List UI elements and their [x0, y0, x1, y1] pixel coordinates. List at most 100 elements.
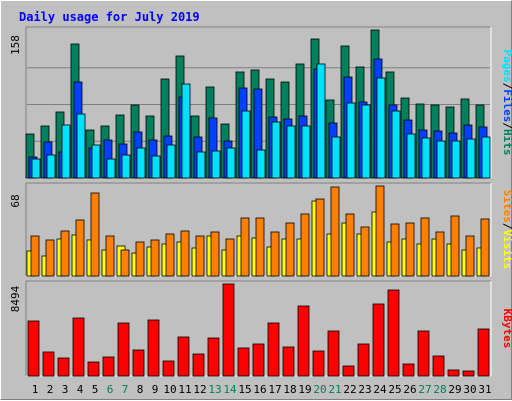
legend-entry: KBytes: [501, 309, 512, 349]
bar-sites-day-20: [315, 198, 325, 277]
day-label-5: 5: [92, 383, 99, 396]
panel-kbytes: 8494 KBytes: [9, 280, 512, 377]
series-sites: [30, 185, 490, 277]
bar-pages-day-4: [76, 113, 86, 179]
y-max-label: 68: [9, 194, 22, 207]
legend-entry: Visits: [501, 230, 512, 270]
bar-kbytes-day-1: [27, 320, 40, 377]
day-label-19: 19: [298, 383, 311, 396]
bar-kbytes-day-16: [252, 343, 265, 377]
bar-kbytes-day-27: [417, 330, 430, 377]
day-label-9: 9: [152, 383, 159, 396]
day-label-18: 18: [283, 383, 296, 396]
chart-panels: 158Pages/Files/Hits68Sites/Visits8494KBy…: [9, 26, 512, 377]
bar-sites-day-4: [75, 219, 85, 277]
day-label-7: 7: [122, 383, 129, 396]
day-label-8: 8: [137, 383, 144, 396]
bar-kbytes-day-19: [297, 305, 310, 377]
bar-kbytes-day-30: [462, 370, 475, 377]
bar-kbytes-day-15: [237, 347, 250, 377]
day-label-27: 27: [418, 383, 431, 396]
day-label-31: 31: [478, 383, 491, 396]
bar-kbytes-day-25: [387, 289, 400, 377]
day-label-4: 4: [77, 383, 84, 396]
bar-sites-day-17: [270, 231, 280, 277]
bar-pages-day-15: [241, 110, 251, 179]
bar-kbytes-day-17: [267, 322, 280, 377]
bar-kbytes-day-22: [342, 365, 355, 377]
bar-sites-day-5: [90, 192, 100, 277]
bar-pages-day-30: [466, 138, 476, 179]
bar-pages-day-21: [331, 136, 341, 179]
day-label-30: 30: [463, 383, 476, 396]
bar-sites-day-11: [180, 230, 190, 277]
bar-kbytes-day-14: [222, 283, 235, 377]
bar-kbytes-day-12: [192, 353, 205, 377]
legend-entry: Sites: [501, 190, 512, 223]
day-label-11: 11: [178, 383, 191, 396]
day-label-13: 13: [208, 383, 221, 396]
chart-title: Daily usage for July 2019: [19, 10, 200, 24]
bar-pages-day-16: [256, 149, 266, 179]
bar-pages-day-20: [316, 63, 326, 179]
day-label-21: 21: [328, 383, 341, 396]
bar-pages-day-3: [61, 124, 71, 179]
bar-sites-day-15: [240, 217, 250, 277]
day-label-29: 29: [448, 383, 461, 396]
bar-sites-day-28: [435, 231, 445, 277]
day-label-22: 22: [343, 383, 356, 396]
bar-pages-day-1: [31, 158, 41, 179]
bar-pages-day-17: [271, 121, 281, 179]
bar-pages-day-7: [121, 154, 131, 179]
bar-sites-day-25: [390, 223, 400, 277]
bar-pages-day-24: [376, 77, 386, 179]
day-label-10: 10: [163, 383, 176, 396]
bar-sites-day-29: [450, 215, 460, 277]
day-label-20: 20: [313, 383, 326, 396]
bar-kbytes-day-31: [477, 328, 490, 377]
bar-pages-day-19: [301, 125, 311, 179]
day-label-14: 14: [223, 383, 237, 396]
panel-visits-sites: 68 Sites/Visits: [9, 182, 512, 277]
bar-pages-day-2: [46, 154, 56, 179]
bar-kbytes-day-4: [72, 317, 85, 377]
bar-pages-day-28: [436, 140, 446, 179]
bar-pages-day-22: [346, 102, 356, 179]
bar-pages-day-14: [226, 147, 236, 179]
bar-pages-day-10: [166, 144, 176, 179]
bar-sites-day-2: [45, 239, 55, 277]
legend-entry: /: [501, 122, 512, 129]
bar-kbytes-day-18: [282, 346, 295, 377]
legend-entry: Files: [501, 89, 512, 122]
bar-sites-day-21: [330, 186, 340, 277]
bar-sites-day-26: [405, 222, 415, 277]
bar-pages-day-23: [361, 104, 371, 179]
bar-sites-day-6: [105, 235, 115, 277]
bar-pages-day-26: [406, 133, 416, 179]
bar-sites-day-12: [195, 235, 205, 277]
day-label-12: 12: [193, 383, 206, 396]
bar-sites-day-30: [465, 235, 475, 277]
legend-kbytes: KBytes: [501, 309, 512, 349]
bar-kbytes-day-6: [102, 356, 115, 377]
legend-entry: /: [501, 223, 512, 230]
bar-sites-day-1: [30, 235, 40, 277]
legend-entry: Hits: [501, 129, 512, 156]
bar-sites-day-24: [375, 185, 385, 277]
bar-kbytes-day-29: [447, 369, 460, 377]
bar-kbytes-day-24: [372, 303, 385, 377]
bar-kbytes-day-8: [132, 349, 145, 377]
bar-sites-day-27: [420, 217, 430, 277]
bar-sites-day-10: [165, 233, 175, 277]
bar-sites-day-31: [480, 218, 490, 277]
bar-pages-day-12: [196, 151, 206, 179]
day-label-16: 16: [253, 383, 266, 396]
day-label-17: 17: [268, 383, 281, 396]
bar-pages-day-27: [421, 137, 431, 179]
day-label-2: 2: [47, 383, 54, 396]
bar-sites-day-16: [255, 217, 265, 277]
bar-pages-day-11: [181, 83, 191, 179]
day-label-6: 6: [107, 383, 114, 396]
bar-pages-day-13: [211, 150, 221, 179]
